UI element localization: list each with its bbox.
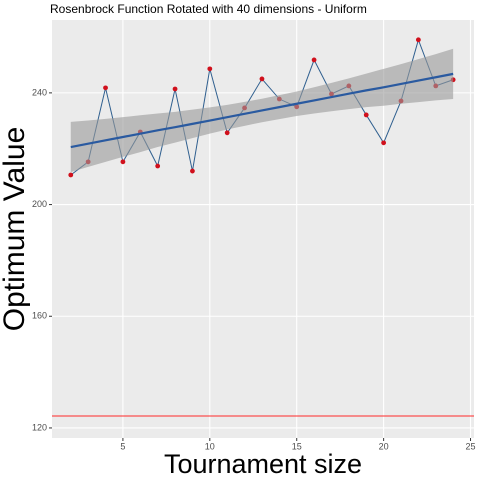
y-tick-label: 200 [32,199,47,209]
x-tick-label: 25 [466,441,476,451]
x-tick-label: 15 [292,441,302,451]
x-tick-label: 10 [205,441,215,451]
y-axis-label: Optimum Value [0,127,31,332]
data-point [120,159,126,165]
y-tick-label: 240 [32,87,47,97]
y-tick-label: 160 [32,311,47,321]
x-tick-label: 5 [120,441,125,451]
data-point [381,140,387,146]
data-point [415,37,421,43]
x-axis-label: Tournament size [164,449,362,479]
data-point [190,168,195,174]
data-point [363,112,369,118]
data-point [207,66,213,72]
data-point [224,130,230,136]
data-point [259,76,265,82]
data-point [68,172,74,178]
y-tick-label: 120 [32,422,47,432]
data-point [103,85,108,91]
x-tick-label: 20 [379,441,389,451]
chart-title: Rosenbrock Function Rotated with 40 dime… [50,2,367,16]
trend-line [70,72,454,149]
data-point [155,163,161,169]
data-point [311,57,317,63]
data-point [172,86,178,92]
